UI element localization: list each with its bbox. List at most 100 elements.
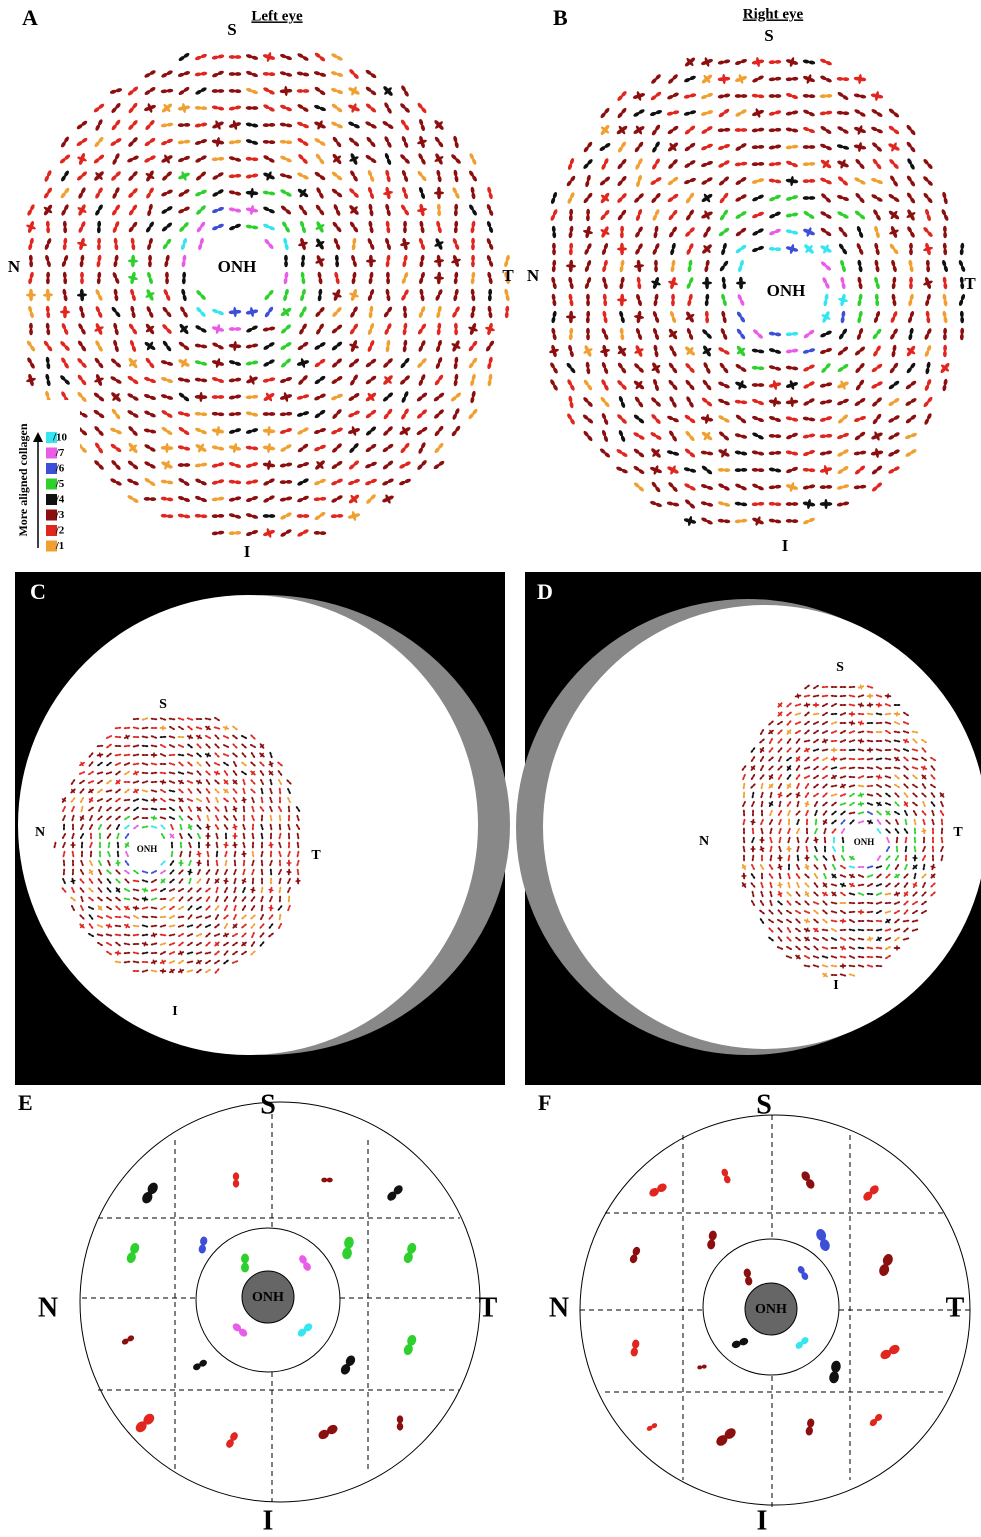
fiber-glyph: [858, 282, 863, 289]
globe: [18, 595, 478, 1055]
fiber-glyph: [825, 94, 832, 98]
fiber-glyph: [234, 55, 241, 59]
fiber-glyph: [943, 248, 947, 255]
fiber-glyph: [386, 226, 391, 233]
fiber-glyph: [402, 345, 407, 352]
fiber-glyph: [178, 463, 185, 467]
fiber-glyph: [602, 310, 607, 317]
fiber-glyph: [752, 366, 759, 370]
fiber-glyph: [654, 293, 659, 300]
fiber-glyph: [723, 59, 730, 64]
fiber-glyph: [200, 106, 207, 110]
fiber-glyph: [99, 842, 101, 846]
fiber-glyph: [285, 72, 293, 77]
fiber-glyph: [29, 323, 33, 330]
fiber-glyph: [808, 145, 815, 149]
fiber-glyph: [97, 254, 102, 261]
fiber-glyph: [721, 310, 726, 317]
fiber-glyph: [551, 276, 556, 284]
fiber-glyph: [200, 361, 208, 366]
fiber-glyph: [280, 480, 287, 484]
fiber-glyph: [791, 128, 798, 133]
fiber-glyph: [200, 122, 207, 127]
fiber-glyph: [284, 260, 288, 267]
fiber-glyph: [268, 412, 275, 416]
fiber-glyph: [471, 373, 476, 381]
fiber-glyph: [46, 306, 50, 313]
fiber-glyph: [802, 434, 809, 439]
fiber-glyph: [790, 176, 795, 187]
fiber-glyph: [234, 139, 241, 144]
fiber-glyph: [434, 259, 445, 264]
fiber-glyph: [436, 220, 441, 228]
fiber-glyph: [161, 496, 168, 501]
fiber-glyph: [672, 451, 680, 456]
fiber-glyph: [314, 497, 321, 501]
fiber-glyph: [296, 395, 304, 400]
fiber-glyph: [551, 327, 556, 334]
fiber-glyph: [908, 299, 913, 307]
fiber-glyph: [229, 479, 236, 483]
fiber-glyph: [234, 157, 242, 162]
fiber-glyph: [617, 247, 627, 251]
fiber-glyph: [706, 502, 714, 507]
fiber-glyph: [791, 212, 798, 217]
fiber-glyph: [735, 468, 742, 472]
fiber-glyph: [819, 383, 826, 388]
fiber-glyph: [183, 412, 191, 417]
fiber-glyph: [454, 288, 459, 295]
fiber-glyph: [351, 277, 356, 284]
fiber-glyph: [735, 501, 742, 506]
fiber-glyph: [268, 377, 275, 382]
fiber-glyph: [568, 293, 573, 300]
fiber-glyph: [620, 259, 625, 266]
fiber-glyph: [279, 497, 286, 502]
fiber-glyph: [700, 450, 707, 455]
fiber-glyph: [212, 497, 219, 502]
fiber-glyph: [723, 93, 730, 98]
fiber-glyph: [114, 328, 119, 336]
fiber-glyph: [45, 373, 50, 380]
fiber-glyph: [77, 293, 87, 297]
fiber-glyph: [280, 412, 287, 416]
fiber-glyph: [735, 399, 742, 403]
fiber-glyph: [769, 451, 776, 455]
fiber-glyph: [943, 197, 948, 205]
fiber-glyph: [385, 203, 390, 211]
fiber-glyph: [700, 501, 708, 506]
fiber-glyph: [217, 54, 224, 59]
fiber-glyph: [874, 242, 879, 249]
fiber-glyph: [301, 277, 306, 284]
fiber-glyph: [97, 221, 101, 228]
fiber-glyph: [194, 360, 202, 365]
fiber-glyph: [386, 277, 390, 284]
fiber-glyph: [43, 293, 53, 297]
fiber-glyph: [182, 254, 187, 261]
fiber-glyph: [234, 72, 241, 76]
fiber-glyph: [566, 315, 576, 319]
fiber-glyph: [147, 209, 152, 217]
fiber-glyph: [757, 127, 764, 132]
fiber-glyph: [875, 248, 880, 255]
fiber-glyph: [268, 72, 275, 76]
fiber-glyph: [802, 416, 809, 421]
fiber-glyph: [351, 243, 356, 250]
fiber-glyph: [774, 94, 781, 98]
fiber-glyph: [768, 518, 775, 523]
fiber-glyph: [267, 426, 271, 436]
fiber-glyph: [836, 144, 844, 149]
fiber-glyph: [586, 209, 590, 216]
fiber-glyph: [740, 434, 748, 439]
fiber-glyph: [335, 260, 339, 267]
fiber-glyph: [891, 350, 896, 357]
fiber-glyph: [314, 531, 321, 535]
fiber-glyph: [45, 323, 49, 330]
fiber-glyph: [943, 282, 948, 289]
fiber-glyph: [28, 277, 33, 285]
fiber-glyph: [808, 179, 815, 183]
fiber-glyph: [385, 260, 390, 267]
fiber-glyph: [790, 397, 794, 407]
fiber-glyph: [769, 485, 776, 489]
fiber-glyph: [786, 365, 793, 370]
fiber-glyph: [471, 260, 475, 267]
